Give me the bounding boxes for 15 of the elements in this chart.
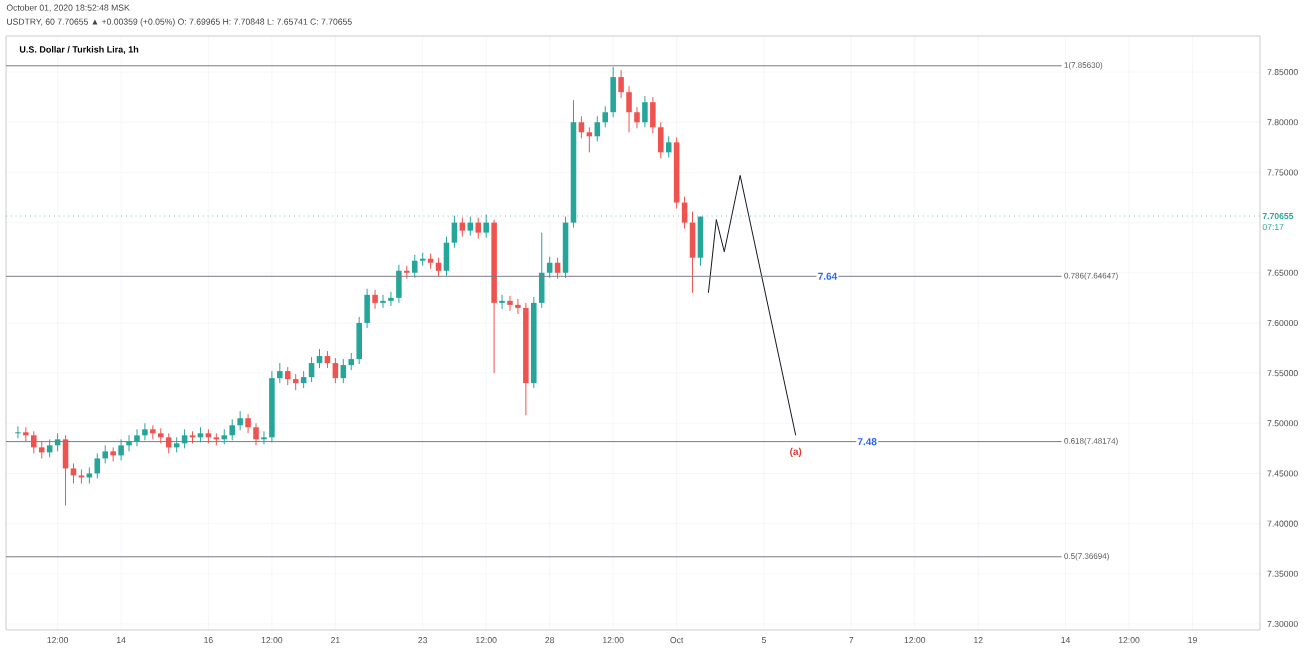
candlestick — [102, 444, 108, 464]
candlestick — [658, 121, 664, 159]
candlestick — [610, 66, 616, 118]
candlestick — [348, 352, 355, 371]
candlestick — [650, 96, 656, 134]
candlestick — [158, 427, 164, 444]
candlestick — [531, 296, 537, 389]
candlestick — [404, 265, 410, 280]
candlestick — [411, 254, 418, 279]
candlestick — [110, 446, 116, 462]
candlestick — [150, 424, 156, 440]
candlestick — [277, 362, 283, 384]
candlestick — [356, 316, 362, 365]
candlestick — [221, 428, 228, 445]
line-series — [707, 174, 797, 436]
